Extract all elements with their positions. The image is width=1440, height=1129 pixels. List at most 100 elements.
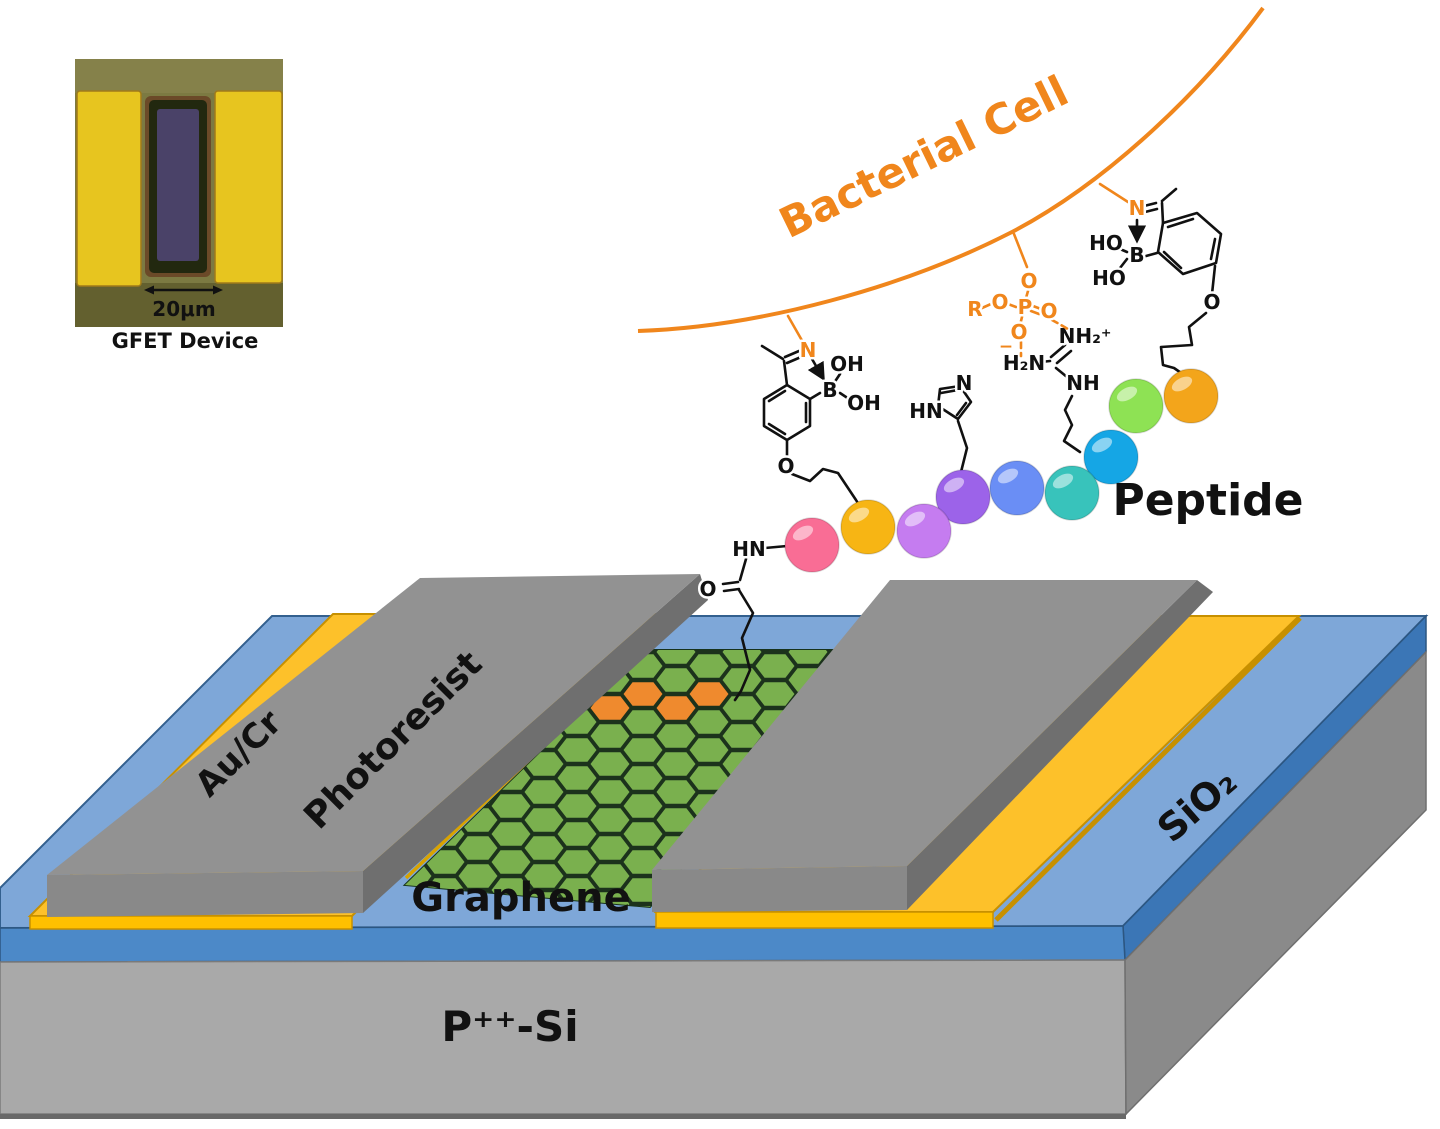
defect-hexagon (587, 693, 633, 723)
left-photoresist-front (47, 871, 363, 917)
membrane-anchor-line-3 (1098, 182, 1130, 204)
peptide-bead (840, 499, 896, 555)
nh2-plus-label: NH₂⁺ (1059, 324, 1112, 348)
bead-highlight (792, 525, 814, 541)
boron-label: B (822, 378, 837, 402)
imidazole-chain (956, 419, 969, 474)
defect-hexagon (686, 679, 732, 709)
inset-photo-top-band (75, 59, 283, 93)
h2n-label: H₂N (1003, 351, 1045, 375)
ether-chain (790, 467, 866, 515)
right-electrode-front (655, 911, 994, 929)
sio2-front-face (0, 925, 1126, 963)
right-photoresist-side (907, 580, 1213, 910)
bead-highlight (1116, 386, 1138, 402)
linker-chain (733, 588, 755, 702)
peptide-bead (1108, 378, 1164, 434)
imine-n-label: N (800, 338, 817, 362)
ether-o-label: O (1203, 290, 1220, 314)
scale-bar (144, 285, 223, 295)
peptide-bead (935, 469, 991, 525)
label-graphene: Graphene (411, 875, 630, 921)
phosphate-r-label: R (967, 297, 982, 321)
inset-right-pad (214, 90, 283, 284)
imidazole-hn-label: HN (909, 399, 942, 423)
right-electrode-edge (994, 616, 1302, 922)
gfet-inset: 20μm GFET Device (75, 59, 283, 353)
left-photoresist-side (363, 574, 708, 913)
arginine-chain (1062, 394, 1082, 454)
imine-double-bond (1142, 201, 1159, 214)
amide-linker: HN O (697, 535, 789, 702)
ho-label: HO (1092, 266, 1126, 290)
device-stack: Au/Cr Photoresist SiO₂ Graphene P⁺⁺-Si (0, 574, 1429, 1119)
phosphate-o-bottom-label: O (1010, 320, 1027, 344)
phosphate-o-left-label: O (991, 290, 1008, 314)
amide-o-label: O (699, 577, 716, 601)
n-to-b-arrow-icon (807, 357, 825, 382)
bead-highlight (943, 477, 965, 493)
right-photoresist-top (652, 580, 1197, 870)
histidine-imidazole: HN N (907, 369, 975, 474)
boron-label: B (1129, 243, 1144, 267)
imidazole-ring (936, 384, 973, 421)
benzene-ring (1156, 211, 1223, 276)
ring-double-bonds (1162, 217, 1217, 270)
defect-hexagon (620, 679, 666, 709)
scale-label: 20μm (152, 297, 215, 321)
phosphate-o-top-label: O (1020, 269, 1037, 293)
ether-o-label: O (777, 454, 794, 478)
amide-hn-label: HN (732, 537, 765, 561)
bacterial-cell-membrane-arc (637, 6, 1265, 333)
inset-graphene-channel (157, 109, 199, 261)
left-electrode-front (29, 915, 353, 930)
boronic-acid-right: N B HO HO O (1087, 187, 1223, 377)
inset-left-pad (76, 90, 142, 287)
phosphate-group: R O P O O O − (965, 267, 1073, 360)
ring-double-bonds (767, 389, 808, 436)
substrate-right-face (1124, 650, 1427, 1116)
carbonyl-double-bond (721, 580, 741, 593)
scale-bar-right-arrow-icon (213, 285, 223, 295)
peptide-bead (1083, 429, 1139, 485)
boronic-acid-left: N B OH OH O (760, 336, 883, 515)
bead-highlight (848, 507, 870, 523)
scale-bar-left-arrow-icon (144, 285, 154, 295)
oh-label: OH (830, 352, 864, 376)
bead-highlight (1091, 437, 1113, 453)
imine-double-bond (783, 349, 803, 365)
bead-highlight (997, 468, 1019, 484)
methyl-bond (1160, 187, 1178, 203)
peptide-bead (1163, 368, 1219, 424)
imidazole-double-bonds (939, 388, 968, 417)
left-photoresist-block (47, 574, 708, 917)
right-photoresist-front (652, 866, 907, 912)
bead-highlight (1171, 376, 1193, 392)
nh-label: NH (1066, 371, 1099, 395)
ether-chain (1159, 311, 1208, 377)
peptide-bead (896, 503, 952, 559)
peptide-bead (784, 517, 840, 573)
label-substrate: P⁺⁺-Si (441, 1002, 578, 1051)
peptide-bead (1044, 465, 1100, 521)
right-photoresist-block (652, 580, 1213, 912)
phosphate-p-label: P (1018, 295, 1033, 319)
bead-highlight (1052, 473, 1074, 489)
bead-highlight (904, 511, 926, 527)
membrane-anchor-line-1 (786, 314, 806, 346)
peptide-bead (989, 460, 1045, 516)
guanidinium-double-bond (1049, 343, 1073, 365)
imidazole-n-label: N (956, 371, 973, 395)
left-photoresist-top (47, 574, 700, 875)
defect-hexagon (653, 693, 699, 723)
phosphate-o-right-label: O (1040, 299, 1057, 323)
substrate-bottom-edge (0, 1114, 1126, 1119)
ho-label: HO (1089, 231, 1123, 255)
salt-bridge-dash-2 (1050, 318, 1073, 333)
peptide-beads (784, 368, 1219, 573)
membrane-anchor-line-2 (1012, 232, 1029, 269)
graphene-hexagon-lattice (405, 650, 862, 907)
p-double-bond (1029, 304, 1043, 316)
inset-caption: GFET Device (112, 329, 259, 353)
